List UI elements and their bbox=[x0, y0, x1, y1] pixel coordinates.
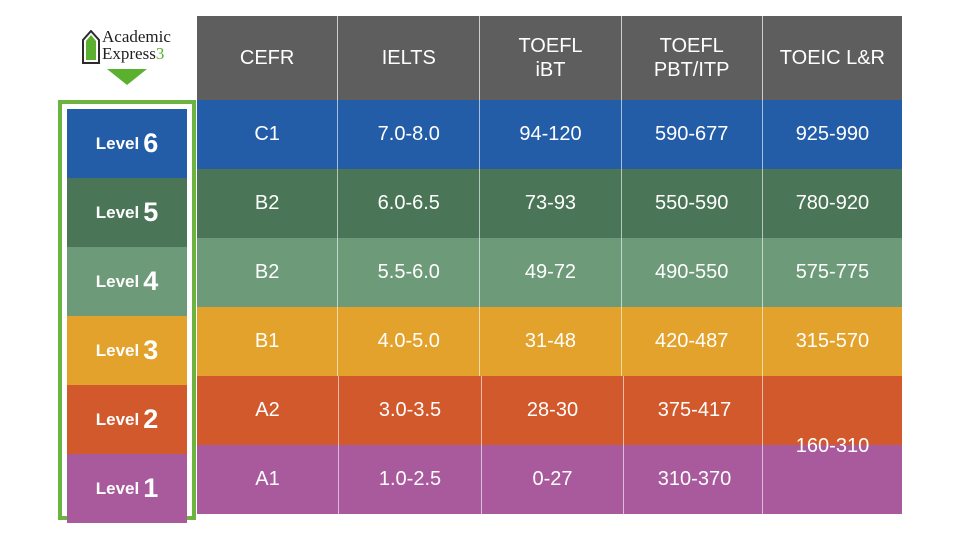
table-header-row: CEFR IELTS TOEFL iBT TOEFL PBT/ITP TOEIC… bbox=[197, 16, 902, 100]
cell-toefl-ibt: 28-30 bbox=[481, 376, 623, 445]
table-body: C1 7.0-8.0 94-120 590-677 925-990 B2 6.0… bbox=[197, 100, 902, 514]
header-toefl-pbt: TOEFL PBT/ITP bbox=[620, 16, 762, 100]
table-row: B2 6.0-6.5 73-93 550-590 780-920 bbox=[197, 169, 902, 238]
cell-toefl-pbt: 420-487 bbox=[620, 307, 762, 376]
cell-ielts: 3.0-3.5 bbox=[338, 376, 481, 445]
logo-text-line1: Academic bbox=[102, 27, 171, 46]
academic-express-logo: Academic Express3 bbox=[80, 26, 180, 88]
cell-toefl-pbt: 550-590 bbox=[620, 169, 762, 238]
cell-toefl-pbt: 590-677 bbox=[620, 100, 762, 169]
cell-toeic-merged: 160-310 bbox=[762, 376, 902, 514]
header-toefl-ibt: TOEFL iBT bbox=[479, 16, 620, 100]
cell-toefl-ibt: 31-48 bbox=[479, 307, 620, 376]
cell-ielts: 1.0-2.5 bbox=[338, 445, 481, 514]
header-toeic: TOEIC L&R bbox=[761, 16, 902, 100]
cell-toeic: 575-775 bbox=[761, 238, 902, 307]
down-arrow-icon bbox=[107, 69, 147, 85]
house-icon bbox=[82, 30, 100, 64]
logo-text-line2: Express3 bbox=[102, 44, 165, 63]
cell-cefr: A1 bbox=[255, 468, 280, 490]
cell-ielts: 6.0-6.5 bbox=[337, 169, 479, 238]
cell-cefr: B2 bbox=[254, 192, 280, 214]
cell-cefr: B1 bbox=[254, 330, 280, 352]
header-ielts: IELTS bbox=[337, 16, 479, 100]
cell-toefl-ibt: 49-72 bbox=[479, 238, 620, 307]
header-cefr: CEFR bbox=[239, 47, 295, 69]
level-label: Level 1 bbox=[67, 454, 187, 523]
cell-toefl-ibt: 0-27 bbox=[481, 445, 623, 514]
score-comparison-table: CEFR IELTS TOEFL iBT TOEFL PBT/ITP TOEIC… bbox=[197, 16, 902, 514]
cell-cefr: B2 bbox=[254, 261, 280, 283]
level-label: Level 3 bbox=[67, 316, 187, 385]
cell-ielts: 7.0-8.0 bbox=[337, 100, 479, 169]
cell-toeic: 780-920 bbox=[761, 169, 902, 238]
cell-ielts: 5.5-6.0 bbox=[337, 238, 479, 307]
cell-toefl-pbt: 375-417 bbox=[623, 376, 765, 445]
cell-toefl-pbt: 490-550 bbox=[620, 238, 762, 307]
level-label: Level 2 bbox=[67, 385, 187, 454]
cell-ielts: 4.0-5.0 bbox=[337, 307, 479, 376]
cell-toefl-ibt: 73-93 bbox=[479, 169, 620, 238]
table-row: B1 4.0-5.0 31-48 420-487 315-570 bbox=[197, 307, 902, 376]
cell-toeic: 315-570 bbox=[761, 307, 902, 376]
cell-toefl-pbt: 310-370 bbox=[623, 445, 765, 514]
table-row: C1 7.0-8.0 94-120 590-677 925-990 bbox=[197, 100, 902, 169]
cell-cefr: C1 bbox=[254, 123, 280, 145]
cell-toefl-ibt: 94-120 bbox=[479, 100, 620, 169]
level-label: Level 6 bbox=[67, 109, 187, 178]
cell-cefr: A2 bbox=[255, 399, 280, 421]
cell-toeic: 925-990 bbox=[761, 100, 902, 169]
table-row: B2 5.5-6.0 49-72 490-550 575-775 bbox=[197, 238, 902, 307]
level-column: Level 6 Level 5 Level 4 Level 3 Level 2 Level… bbox=[58, 100, 196, 523]
level-label: Level 4 bbox=[67, 247, 187, 316]
level-label: Level 5 bbox=[67, 178, 187, 247]
